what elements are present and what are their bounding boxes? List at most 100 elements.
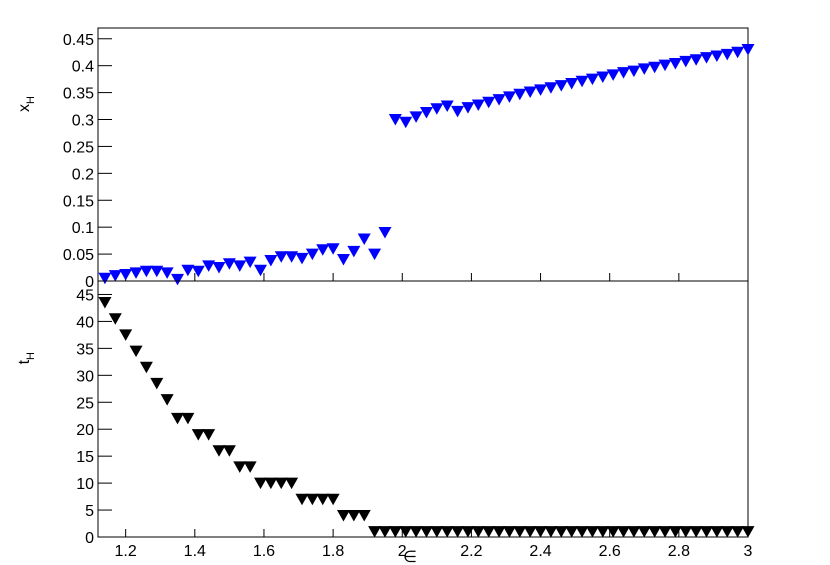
marker xyxy=(461,526,475,538)
marker xyxy=(378,526,392,538)
marker xyxy=(471,99,485,111)
marker xyxy=(585,526,599,538)
marker xyxy=(409,526,423,538)
marker xyxy=(98,272,112,285)
x-axis-label: ∈ xyxy=(403,549,417,565)
x-tick-label: 1.4 xyxy=(184,543,206,560)
y-tick-label: 30 xyxy=(76,368,94,385)
y-tick-label: 20 xyxy=(76,422,94,439)
marker xyxy=(700,526,714,538)
x-tick-label: 2.6 xyxy=(599,543,621,560)
marker xyxy=(679,55,693,68)
marker xyxy=(191,265,205,278)
x-tick-label: 2.4 xyxy=(529,543,551,560)
plot-frame xyxy=(97,280,749,538)
marker xyxy=(409,111,423,123)
marker xyxy=(585,73,599,86)
y-tick-label: 0 xyxy=(85,274,94,291)
y-axis-label: tH xyxy=(16,352,37,364)
marker xyxy=(430,103,444,115)
marker xyxy=(139,361,153,374)
x-tick-label: 1.6 xyxy=(253,543,275,560)
marker xyxy=(596,71,610,83)
y-axis-label-main: t xyxy=(16,359,33,364)
marker xyxy=(150,265,164,278)
marker xyxy=(419,107,433,119)
marker xyxy=(668,58,682,70)
marker xyxy=(482,96,496,109)
marker xyxy=(305,248,319,261)
marker xyxy=(295,252,309,265)
marker xyxy=(222,445,236,457)
marker xyxy=(212,262,226,274)
y-axis-label: xH xyxy=(16,96,37,112)
marker xyxy=(202,429,216,441)
marker xyxy=(720,526,734,538)
x-tick-label: 2.2 xyxy=(460,543,482,560)
marker xyxy=(326,493,340,506)
marker xyxy=(471,526,485,538)
marker xyxy=(492,526,506,538)
marker xyxy=(119,329,133,341)
y-tick-label: 0.3 xyxy=(72,113,94,130)
y-tick-label: 0.15 xyxy=(63,193,94,210)
marker xyxy=(575,75,589,88)
marker xyxy=(689,526,703,538)
marker xyxy=(357,509,371,522)
marker xyxy=(212,445,226,457)
marker xyxy=(554,80,568,92)
marker xyxy=(451,526,465,538)
marker xyxy=(627,526,641,538)
y-tick-label: 25 xyxy=(76,395,94,412)
marker xyxy=(523,86,537,99)
marker xyxy=(139,265,153,278)
marker xyxy=(668,526,682,538)
marker xyxy=(108,313,122,325)
marker xyxy=(129,345,143,358)
y-tick-label: 45 xyxy=(76,287,94,304)
marker xyxy=(243,256,257,269)
marker xyxy=(534,526,548,538)
y-axis-label-main: x xyxy=(16,104,33,112)
y-tick-label: 0.4 xyxy=(72,59,94,76)
marker xyxy=(606,69,620,81)
marker xyxy=(316,244,330,256)
marker xyxy=(233,461,247,473)
y-tick-label: 10 xyxy=(76,476,94,493)
marker xyxy=(368,248,382,261)
y-tick-label: 0 xyxy=(85,530,94,547)
marker xyxy=(440,526,454,538)
x-tick-label: 3 xyxy=(744,543,753,560)
marker xyxy=(274,251,288,263)
marker xyxy=(160,267,174,279)
marker xyxy=(171,273,185,286)
marker xyxy=(700,52,714,64)
marker xyxy=(617,526,631,538)
marker xyxy=(679,526,693,538)
y-tick-label: 0.35 xyxy=(63,86,94,103)
marker xyxy=(181,264,195,277)
marker xyxy=(482,526,496,538)
marker xyxy=(617,67,631,79)
marker xyxy=(502,526,516,538)
marker xyxy=(731,526,745,538)
marker xyxy=(222,258,236,270)
marker xyxy=(710,526,724,538)
marker xyxy=(658,59,672,72)
y-tick-label: 0.2 xyxy=(72,166,94,183)
marker xyxy=(336,253,350,266)
marker xyxy=(399,526,413,538)
x-tick-label: 1.8 xyxy=(322,543,344,560)
marker xyxy=(461,102,475,114)
marker xyxy=(336,509,350,522)
marker xyxy=(565,526,579,538)
marker xyxy=(451,105,465,118)
marker xyxy=(98,297,112,309)
marker xyxy=(357,233,371,246)
marker xyxy=(254,264,267,277)
marker xyxy=(513,526,527,538)
marker xyxy=(326,243,340,255)
marker xyxy=(295,493,309,506)
marker xyxy=(129,267,143,279)
